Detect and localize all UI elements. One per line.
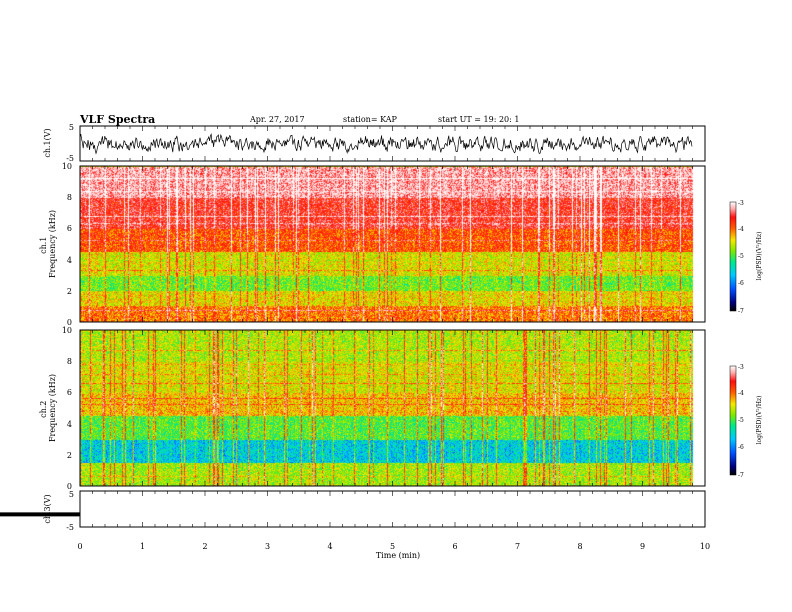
ch2-colorbar [729,365,737,476]
ch1-waveform-trace [79,132,693,155]
ch1-freq-tick-2: 2 [67,287,72,296]
figure-title: VLF Spectra [79,113,155,126]
ch1-freq-axis: 0 2 4 6 8 10 [62,162,72,327]
ch1-spectrogram-image-holder [80,166,705,322]
ch1-colorbar-tick-m7: -7 [738,308,744,315]
time-tick-6: 6 [452,542,457,551]
station-label: station= KAP [343,115,398,124]
ch2-freq-axis: 0 2 4 6 8 10 [62,326,72,491]
ch1-colorbar-tick-m6: -6 [738,280,744,287]
date-label: Apr. 27, 2017 [249,115,305,124]
ch3-waveform-ylabel: ch.3(V) [43,494,52,523]
ch3-waveform-panel: 5 -5 ch.3(V) [0,490,706,532]
time-axis: 0 1 2 3 4 5 6 7 8 9 10 [77,542,710,551]
ch2-freq-tick-6: 6 [67,388,72,397]
ch1-freq-tick-0: 0 [67,318,72,327]
ch2-ylabel-line1: ch.2 [39,401,48,418]
ch2-ylabel-line2: Frequency (kHz) [48,374,57,442]
ch2-spectrogram-image-holder [80,330,705,486]
ch1-colorbar-label: log(PSD)(V²/Hz) [756,232,763,281]
ch1-colorbar [729,201,737,312]
time-tick-7: 7 [515,542,520,551]
time-tick-1: 1 [140,542,145,551]
ch2-spectrogram-ylabel: ch.2 Frequency (kHz) [39,374,57,442]
ch2-freq-tick-4: 4 [67,420,72,429]
ch1-ylabel-line2: Frequency (kHz) [48,210,57,278]
ch1-freq-tick-6: 6 [67,224,72,233]
ch2-colorbar-tick-m7: -7 [738,472,744,479]
time-tick-marks [79,126,706,527]
ch1-spectrogram-ylabel: ch.1 Frequency (kHz) [39,210,57,278]
time-axis-label: Time (min) [376,551,420,560]
time-tick-4: 4 [327,542,332,551]
ch1-colorbar-tick-m4: -4 [738,226,744,233]
ch2-colorbar-label: log(PSD)(V²/Hz) [756,396,763,445]
ch3-ytick-bottom: -5 [66,523,74,532]
ch2-colorbar-tick-m6: -6 [738,444,744,451]
time-tick-2: 2 [202,542,207,551]
ch1-waveform-ylabel: ch.1(V) [43,128,52,157]
time-tick-5: 5 [390,542,395,551]
ch2-freq-tick-0: 0 [67,482,72,491]
ch1-spectrogram-panel: 0 2 4 6 8 10 ch.1 Frequency (kHz) -3 -4 … [39,162,763,327]
ch1-spectrogram-image [80,166,705,322]
ch3-ytick-top: 5 [69,490,74,499]
ch3-waveform-frame [79,490,706,528]
ch2-colorbar-tick-m3: -3 [738,364,744,371]
time-tick-8: 8 [577,542,582,551]
ch2-freq-tick-2: 2 [67,451,72,460]
time-tick-9: 9 [640,542,645,551]
start-time-label: start UT = 19: 20: 1 [438,115,519,124]
ch1-freq-tick-4: 4 [67,256,72,265]
ch2-colorbar-tick-m4: -4 [738,390,744,397]
ch1-ytick-bottom: -5 [66,154,74,163]
ch2-colorbar-tick-m5: -5 [738,417,744,424]
ch1-colorbar-tick-m5: -5 [738,253,744,260]
ch1-freq-tick-10: 10 [62,162,72,171]
ch2-spectrogram-image [80,330,705,486]
ch2-spectrogram-panel: 0 2 4 6 8 10 ch.2 Frequency (kHz) -3 -4 … [39,326,763,491]
time-tick-3: 3 [265,542,270,551]
time-tick-0: 0 [77,542,82,551]
ch1-ylabel-line1: ch.1 [39,237,48,254]
ch2-freq-tick-10: 10 [62,326,72,335]
ch1-freq-tick-8: 8 [67,193,72,202]
ch1-colorbar-tick-m3: -3 [738,200,744,207]
ch1-ytick-top: 5 [69,123,74,132]
time-tick-10: 10 [700,542,710,551]
ch2-freq-tick-8: 8 [67,357,72,366]
